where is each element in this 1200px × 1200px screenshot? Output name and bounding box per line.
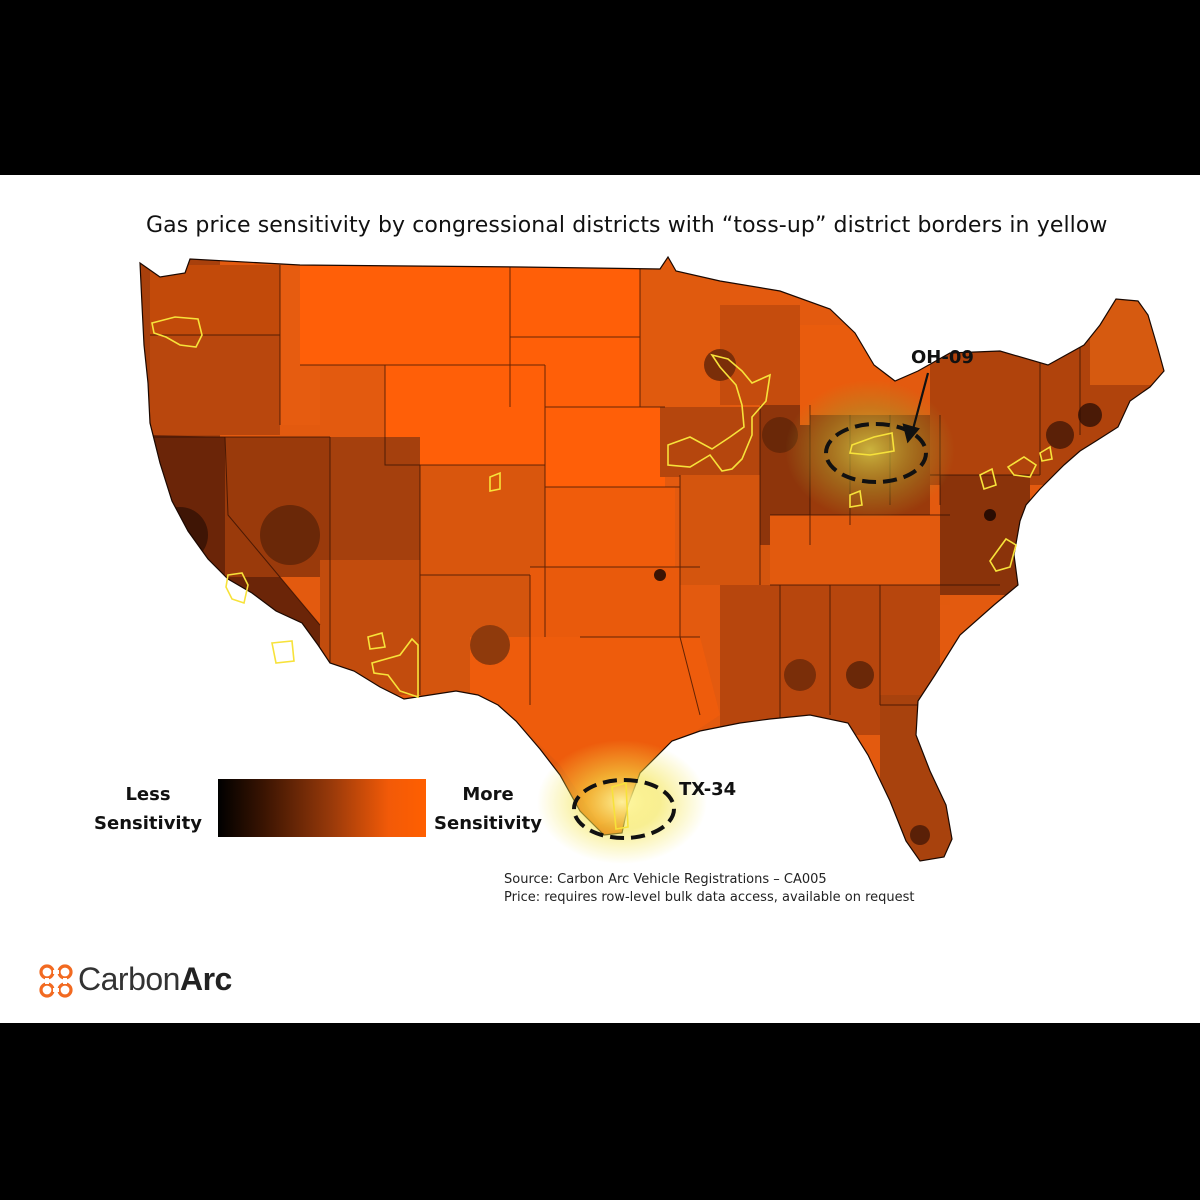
toss-up-va-nc xyxy=(989,537,1017,572)
region-oklahoma xyxy=(530,567,680,637)
source-line: Source: Carbon Arc Vehicle Registrations… xyxy=(504,872,827,887)
region-texas xyxy=(470,637,720,825)
legend-gradient-bar xyxy=(218,779,426,837)
region-mid-atlantic xyxy=(940,475,1030,595)
brand-name: CarbonArc xyxy=(78,961,232,997)
toss-up-ny xyxy=(1039,445,1053,462)
region-missouri xyxy=(680,475,770,585)
toss-up-wa xyxy=(151,316,203,348)
toss-up-oh-south xyxy=(849,489,863,508)
toss-up-ca-south xyxy=(271,640,295,664)
region-kansas xyxy=(545,487,675,567)
legend-more-label: More Sensitivity xyxy=(434,784,542,834)
contiguous-us xyxy=(140,257,1164,861)
toss-up-az xyxy=(367,631,386,650)
carbon-arc-logo-icon xyxy=(39,964,73,998)
source-note: Source: Carbon Arc Vehicle Registrations… xyxy=(504,871,915,907)
oh-09-glow xyxy=(785,380,955,520)
region-nebraska xyxy=(545,407,665,487)
us-district-map xyxy=(139,255,1165,864)
map-title: Gas price sensitivity by congressional d… xyxy=(146,213,1108,238)
legend-less-label: Less Sensitivity xyxy=(94,784,202,834)
toss-up-districts xyxy=(151,316,1053,830)
toss-up-tx-34 xyxy=(611,781,629,830)
oh-09-arrow xyxy=(902,372,930,444)
toss-up-az-south xyxy=(371,637,419,699)
oh-09-callout-circle xyxy=(824,422,928,484)
toss-up-ca-central xyxy=(225,572,249,605)
region-utah xyxy=(330,437,420,567)
tx-34-callout-circle xyxy=(572,778,676,840)
toss-up-oh-09 xyxy=(848,432,895,456)
tx-34-glow xyxy=(537,740,707,864)
price-line: Price: requires row-level bulk data acce… xyxy=(504,890,915,905)
region-montana xyxy=(300,265,510,365)
region-oregon xyxy=(150,335,280,435)
region-maine xyxy=(1090,295,1164,385)
region-arizona xyxy=(320,560,420,695)
region-colorado xyxy=(420,465,545,575)
toss-up-co xyxy=(489,471,501,492)
slide: Gas price sensitivity by congressional d… xyxy=(0,175,1200,1023)
region-washington xyxy=(150,265,280,335)
region-wisconsin xyxy=(720,305,800,405)
tx-34-label: TX-34 xyxy=(679,779,737,800)
oh-09-label: OH-09 xyxy=(911,347,974,368)
region-minnesota xyxy=(640,267,730,407)
toss-up-ia-mn xyxy=(667,353,772,472)
toss-up-pa-1 xyxy=(979,467,997,491)
toss-up-pa-2 xyxy=(1006,456,1038,478)
